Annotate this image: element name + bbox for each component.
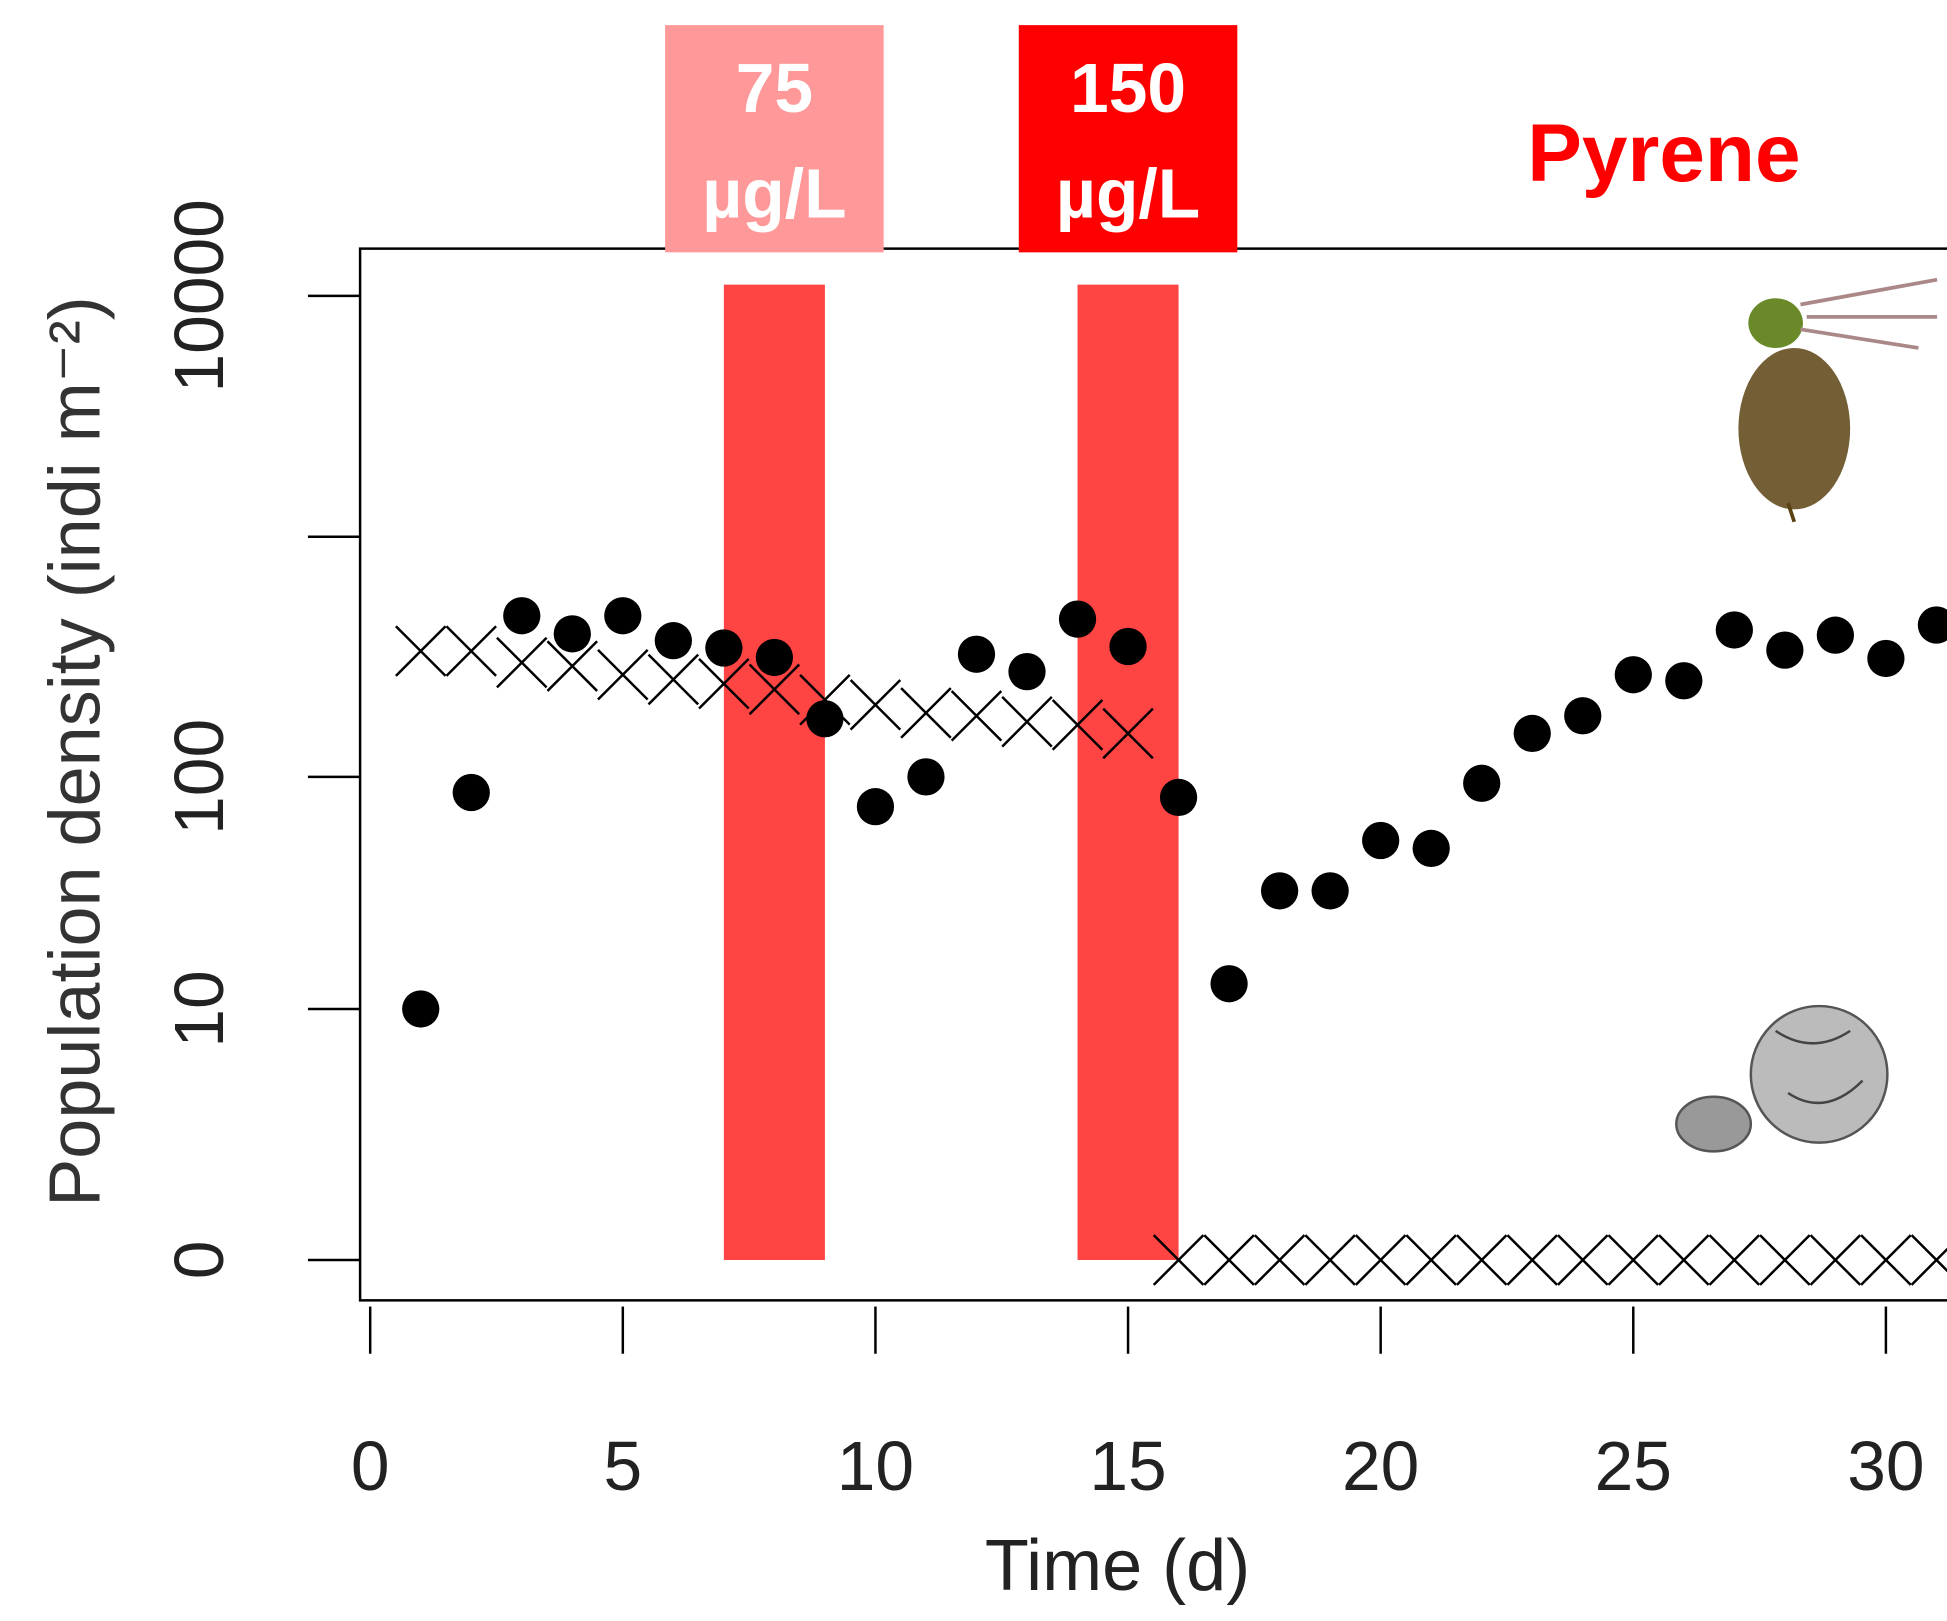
circle-point [1513, 714, 1551, 753]
y-tick-label: 10 [160, 970, 238, 1047]
x-tick-label: 10 [837, 1427, 914, 1505]
daphnia-image [1738, 277, 1938, 523]
circle-point [1766, 631, 1804, 669]
circle-point [1867, 639, 1905, 678]
circle-point [553, 615, 591, 653]
cross-point [1253, 1234, 1306, 1286]
span-label-box [1018, 25, 1238, 253]
y-tick-label: 0 [160, 1241, 238, 1280]
circle-point [1109, 627, 1147, 666]
x-tick-label: 15 [1089, 1427, 1166, 1505]
cross-point [1304, 1234, 1356, 1286]
cross-point [950, 690, 1003, 742]
circle-point [1260, 872, 1299, 910]
circle-point [452, 773, 490, 812]
cross-point [546, 640, 599, 692]
cross-point [1809, 1234, 1862, 1286]
x-tick-label: 30 [1847, 1427, 1924, 1505]
x-tick-label: 20 [1342, 1427, 1419, 1505]
span-label: 75 [736, 49, 813, 127]
cross-point [1910, 1234, 1947, 1286]
circle-point [1058, 600, 1097, 638]
cross-point [900, 687, 952, 739]
circle-point [755, 638, 794, 677]
cross-point [1708, 1234, 1761, 1286]
circle-point [503, 597, 541, 635]
cross-point [1860, 1234, 1912, 1286]
treatment-span [1077, 284, 1179, 1260]
circle-point [1008, 653, 1046, 691]
circle-point [604, 597, 642, 635]
circle-point [856, 788, 895, 826]
circle-point [654, 622, 692, 660]
cross-point [799, 674, 851, 726]
cross-point [1658, 1234, 1710, 1286]
cross-point [1102, 707, 1154, 760]
circle-point [1614, 656, 1652, 694]
span-label: µg/L [702, 154, 846, 232]
cross-point [1759, 1234, 1811, 1286]
cross-point [1051, 699, 1104, 751]
y-axis-label: Population density (indi m⁻²) [36, 296, 116, 1206]
x-axis-label: Time (d) [985, 1526, 1250, 1606]
cross-point [597, 649, 649, 701]
cross-point [698, 657, 750, 710]
y-tick-label: 100 [160, 719, 238, 835]
x-tick-label: 0 [351, 1427, 390, 1505]
treatment-span [723, 284, 825, 1260]
span-label-box [665, 25, 884, 253]
circle-point [957, 635, 996, 673]
cross-point [1456, 1234, 1508, 1286]
cross-point [1506, 1234, 1558, 1286]
span-label: 150 [1070, 49, 1186, 127]
circle-point [1463, 764, 1501, 802]
circle-point [1159, 778, 1198, 817]
cross-point [1001, 696, 1053, 748]
circle-point [806, 700, 844, 738]
circle-point [907, 758, 945, 796]
chart-title: Pyrene [1527, 108, 1800, 199]
cross-point [1203, 1234, 1255, 1286]
x-tick-label: 25 [1595, 1427, 1672, 1505]
circle-point [1311, 872, 1349, 910]
circle-point [1665, 662, 1703, 700]
circle-point [1917, 606, 1947, 644]
cross-point [1557, 1234, 1609, 1286]
circle-point [1715, 611, 1753, 649]
x-tick-label: 5 [603, 1427, 642, 1505]
cross-point [1607, 1234, 1659, 1286]
y-tick-label: 10000 [160, 199, 238, 392]
cross-point [1152, 1234, 1205, 1286]
cross-point [647, 653, 700, 706]
cross-point [1405, 1234, 1457, 1286]
rotifer-image [1675, 1004, 1889, 1153]
circle-point [402, 990, 440, 1028]
cross-point [849, 679, 902, 731]
cross-point [748, 663, 801, 716]
cross-point [1354, 1234, 1407, 1286]
circle-point [705, 629, 743, 667]
circle-point [1362, 821, 1400, 860]
cross-point [496, 636, 548, 689]
cross-point [395, 625, 447, 677]
circle-point [1412, 829, 1450, 868]
circle-point [1564, 697, 1602, 735]
circle-point [1816, 616, 1855, 654]
circle-point [1210, 965, 1248, 1003]
span-label: µg/L [1056, 154, 1200, 232]
cross-point [445, 625, 497, 677]
